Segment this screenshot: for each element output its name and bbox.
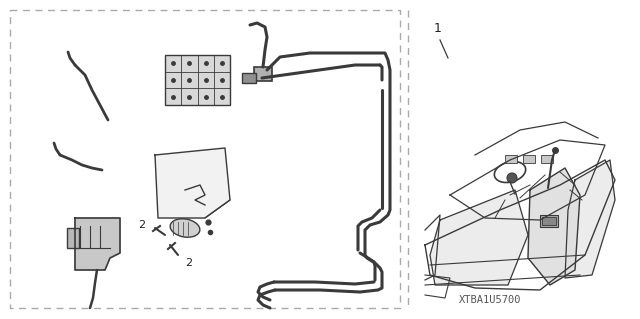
Bar xyxy=(165,55,230,105)
Bar xyxy=(242,73,256,83)
Bar xyxy=(523,155,535,163)
Polygon shape xyxy=(528,168,580,285)
Polygon shape xyxy=(565,160,615,278)
Text: XTBA1U5700: XTBA1U5700 xyxy=(459,295,521,305)
Bar xyxy=(541,155,553,163)
Circle shape xyxy=(507,173,517,183)
Ellipse shape xyxy=(170,219,200,237)
Bar xyxy=(540,215,558,227)
Polygon shape xyxy=(430,190,528,285)
Bar xyxy=(254,67,272,81)
Polygon shape xyxy=(75,218,120,270)
Bar xyxy=(505,155,517,163)
Text: 2: 2 xyxy=(185,258,192,268)
Text: 2: 2 xyxy=(138,220,145,230)
Polygon shape xyxy=(155,148,230,218)
Bar xyxy=(542,217,556,225)
Text: 1: 1 xyxy=(434,22,442,35)
Bar xyxy=(67,228,79,248)
